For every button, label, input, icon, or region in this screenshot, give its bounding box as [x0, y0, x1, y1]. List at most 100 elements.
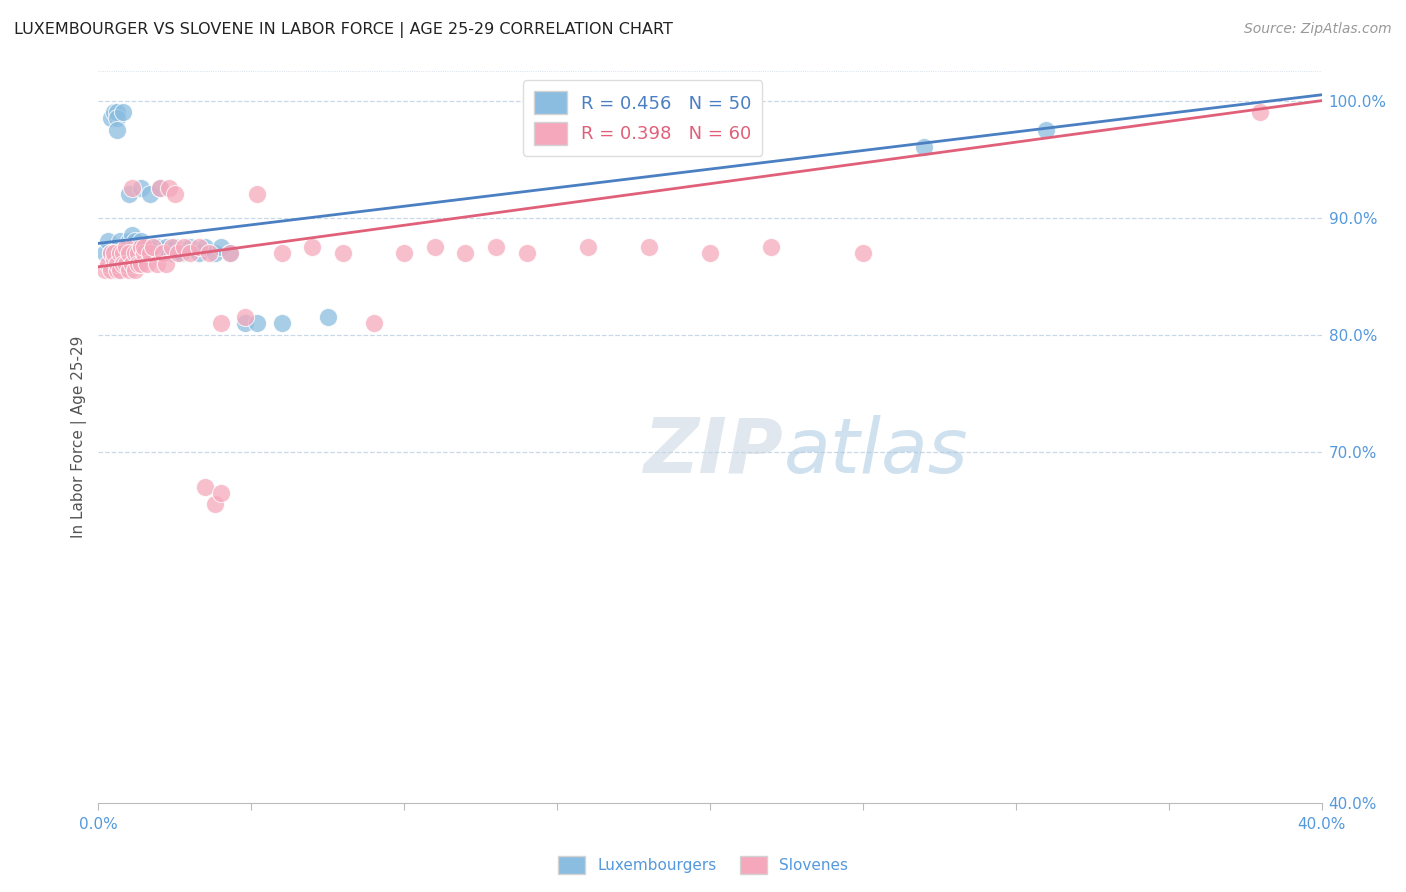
Point: [1249, 105, 1271, 120]
Point: [118, 234, 141, 248]
Point: [204, 245, 226, 260]
Text: LUXEMBOURGER VS SLOVENE IN LABOR FORCE | AGE 25-29 CORRELATION CHART: LUXEMBOURGER VS SLOVENE IN LABOR FORCE |…: [14, 22, 673, 38]
Point: [105, 105, 128, 120]
Legend: R = 0.456   N = 50, R = 0.398   N = 60: R = 0.456 N = 50, R = 0.398 N = 60: [523, 80, 762, 156]
Text: Source: ZipAtlas.com: Source: ZipAtlas.com: [1244, 22, 1392, 37]
Point: [637, 240, 661, 254]
Point: [155, 257, 177, 271]
Point: [163, 240, 186, 254]
Point: [204, 497, 226, 511]
Point: [129, 181, 152, 195]
Point: [139, 187, 162, 202]
Point: [246, 187, 269, 202]
Point: [121, 181, 143, 195]
Point: [129, 234, 152, 248]
Point: [759, 240, 782, 254]
Point: [209, 485, 232, 500]
Point: [115, 245, 138, 260]
Point: [852, 245, 875, 260]
Point: [124, 263, 146, 277]
Point: [118, 263, 141, 277]
Point: [111, 245, 134, 260]
Point: [233, 310, 256, 325]
Point: [121, 257, 143, 271]
Point: [209, 316, 232, 330]
Point: [485, 240, 508, 254]
Point: [332, 245, 354, 260]
Point: [188, 245, 211, 260]
Point: [97, 257, 120, 271]
Point: [121, 228, 143, 243]
Point: [233, 316, 256, 330]
Point: [163, 187, 186, 202]
Point: [301, 240, 323, 254]
Point: [170, 245, 193, 260]
Text: atlas: atlas: [783, 415, 967, 489]
Point: [103, 105, 125, 120]
Point: [179, 245, 201, 260]
Point: [127, 257, 149, 271]
Point: [392, 245, 416, 260]
Point: [152, 245, 174, 260]
Point: [197, 245, 219, 260]
Point: [219, 245, 242, 260]
Point: [105, 111, 128, 125]
Point: [316, 310, 339, 325]
Point: [219, 245, 242, 260]
Point: [93, 263, 115, 277]
Point: [115, 257, 138, 271]
Point: [145, 257, 167, 271]
Point: [121, 245, 143, 260]
Point: [127, 245, 149, 260]
Point: [124, 245, 146, 260]
Point: [142, 240, 165, 254]
Point: [155, 240, 177, 254]
Point: [136, 245, 159, 260]
Point: [100, 245, 122, 260]
Point: [111, 105, 134, 120]
Point: [270, 316, 292, 330]
Point: [103, 245, 125, 260]
Point: [173, 240, 195, 254]
Legend: Luxembourgers, Slovenes: Luxembourgers, Slovenes: [551, 850, 855, 880]
Point: [111, 257, 134, 271]
Point: [118, 187, 141, 202]
Point: [111, 245, 134, 260]
Point: [454, 245, 477, 260]
Point: [194, 480, 217, 494]
Point: [152, 245, 174, 260]
Point: [103, 245, 125, 260]
Text: ZIP: ZIP: [644, 415, 783, 489]
Point: [142, 245, 165, 260]
Point: [157, 181, 180, 195]
Point: [105, 263, 128, 277]
Point: [97, 234, 120, 248]
Point: [160, 240, 183, 254]
Point: [118, 245, 141, 260]
Point: [115, 240, 138, 254]
Point: [363, 316, 385, 330]
Point: [699, 245, 721, 260]
Y-axis label: In Labor Force | Age 25-29: In Labor Force | Age 25-29: [72, 336, 87, 538]
Point: [149, 181, 172, 195]
Point: [105, 123, 128, 137]
Point: [134, 245, 156, 260]
Point: [209, 240, 232, 254]
Point: [124, 234, 146, 248]
Point: [115, 257, 138, 271]
Point: [423, 240, 446, 254]
Point: [167, 245, 190, 260]
Point: [576, 240, 599, 254]
Point: [93, 245, 115, 260]
Point: [129, 257, 152, 271]
Point: [912, 140, 935, 154]
Point: [108, 263, 131, 277]
Point: [129, 240, 152, 254]
Point: [149, 181, 172, 195]
Point: [194, 240, 217, 254]
Point: [160, 245, 183, 260]
Point: [127, 240, 149, 254]
Point: [1035, 123, 1057, 137]
Point: [100, 245, 122, 260]
Point: [145, 240, 167, 254]
